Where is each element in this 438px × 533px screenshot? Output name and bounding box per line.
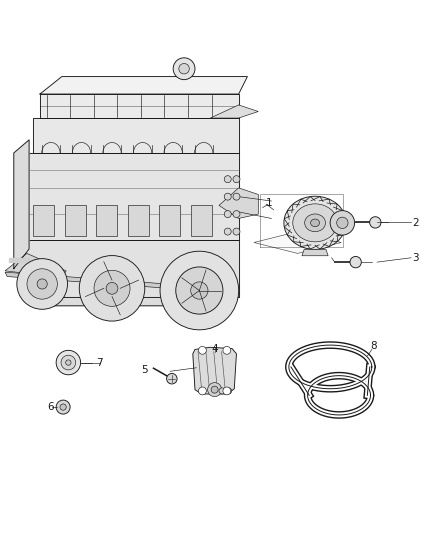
Polygon shape [40, 77, 247, 94]
Circle shape [61, 355, 76, 370]
Circle shape [166, 374, 177, 384]
Circle shape [219, 388, 225, 394]
Circle shape [173, 58, 195, 79]
Text: 5: 5 [141, 366, 148, 375]
Circle shape [330, 211, 355, 235]
Circle shape [211, 386, 218, 393]
Bar [33, 205, 54, 236]
Circle shape [37, 279, 47, 289]
Circle shape [66, 360, 71, 365]
Circle shape [60, 404, 66, 410]
Circle shape [233, 228, 240, 235]
Circle shape [350, 256, 361, 268]
Circle shape [160, 251, 239, 330]
Text: 1: 1 [266, 198, 272, 208]
Circle shape [27, 269, 57, 299]
Polygon shape [302, 249, 328, 256]
Circle shape [233, 193, 240, 200]
Text: 8: 8 [371, 341, 377, 351]
Text: 3: 3 [412, 253, 419, 263]
Circle shape [224, 176, 231, 183]
Text: 2: 2 [412, 218, 419, 228]
Polygon shape [193, 348, 237, 394]
Circle shape [191, 282, 208, 299]
Circle shape [79, 256, 145, 321]
Circle shape [337, 217, 348, 229]
Polygon shape [10, 258, 29, 262]
Text: 4: 4 [211, 344, 218, 354]
Circle shape [224, 228, 231, 235]
Circle shape [198, 387, 206, 395]
Circle shape [223, 387, 231, 395]
Polygon shape [25, 240, 239, 297]
Circle shape [56, 400, 70, 414]
Circle shape [224, 193, 231, 200]
Circle shape [208, 383, 222, 397]
Text: 6: 6 [48, 402, 54, 412]
Ellipse shape [305, 214, 325, 232]
Bar [159, 205, 180, 236]
Polygon shape [25, 297, 239, 306]
Polygon shape [5, 253, 66, 277]
Circle shape [224, 211, 231, 217]
Circle shape [56, 350, 81, 375]
Ellipse shape [284, 196, 346, 249]
Circle shape [176, 267, 223, 314]
Circle shape [226, 388, 232, 394]
Polygon shape [27, 153, 239, 240]
Bar [96, 205, 117, 236]
Circle shape [370, 217, 381, 228]
Polygon shape [14, 140, 29, 269]
Circle shape [198, 346, 206, 354]
Circle shape [223, 346, 231, 354]
Bar [191, 205, 212, 236]
Bar [65, 205, 86, 236]
Circle shape [94, 270, 130, 306]
Polygon shape [219, 188, 258, 219]
Circle shape [17, 259, 67, 309]
Polygon shape [210, 105, 258, 118]
Circle shape [233, 176, 240, 183]
Ellipse shape [311, 219, 319, 227]
Circle shape [179, 63, 189, 74]
Polygon shape [33, 118, 239, 153]
Polygon shape [40, 94, 239, 118]
Text: 7: 7 [95, 358, 102, 368]
Circle shape [233, 211, 240, 217]
Bar [128, 205, 149, 236]
Polygon shape [5, 272, 169, 288]
Polygon shape [254, 231, 341, 253]
Circle shape [106, 282, 118, 294]
Ellipse shape [293, 204, 337, 242]
